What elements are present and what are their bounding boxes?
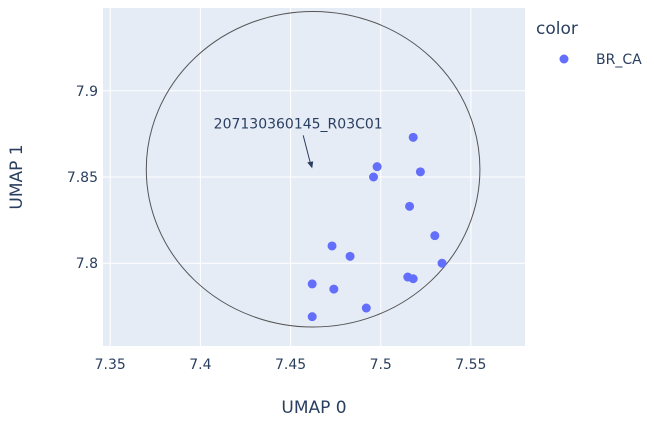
y-axis-tick-labels: 7.8 7.85 7.9 [67, 84, 98, 272]
y-tick-label: 7.85 [67, 170, 98, 186]
data-point [408, 132, 418, 142]
shape-layer [145, 10, 481, 328]
legend-items[interactable]: BR_CA [559, 52, 643, 68]
x-tick-label: 7.5 [370, 357, 392, 373]
data-point [405, 201, 415, 211]
grid-lines [103, 8, 525, 346]
annotation-arrowhead [307, 161, 314, 169]
data-point [345, 251, 355, 261]
y-axis-title: UMAP 1 [7, 144, 27, 209]
data-point [408, 274, 418, 284]
x-axis-title: UMAP 0 [281, 398, 346, 418]
x-tick-label: 7.55 [455, 357, 486, 373]
x-tick-label: 7.35 [95, 357, 126, 373]
x-tick-label: 7.45 [275, 357, 306, 373]
annotation-layer: 207130360145_R03C01 [214, 116, 383, 169]
legend[interactable]: color BR_CA [536, 19, 642, 68]
legend-title: color [536, 19, 578, 39]
y-tick-label: 7.9 [76, 84, 98, 100]
annotation-label: 207130360145_R03C01 [214, 116, 383, 132]
data-point [307, 279, 317, 289]
scatter-points [307, 132, 447, 322]
data-point [437, 258, 447, 268]
legend-marker [559, 54, 569, 64]
x-tick-label: 7.4 [189, 357, 211, 373]
legend-label: BR_CA [596, 52, 642, 68]
data-point [329, 284, 339, 294]
data-point [327, 241, 337, 251]
data-point [430, 231, 440, 241]
circle-shape [145, 10, 481, 328]
data-point [307, 312, 317, 322]
data-point [415, 167, 425, 177]
x-axis-tick-labels: 7.35 7.4 7.45 7.5 7.55 [95, 357, 487, 373]
data-point [372, 162, 382, 172]
data-point [369, 172, 379, 182]
data-point [361, 303, 371, 313]
y-tick-label: 7.8 [76, 256, 98, 272]
annotation-arrow-line [302, 135, 312, 167]
